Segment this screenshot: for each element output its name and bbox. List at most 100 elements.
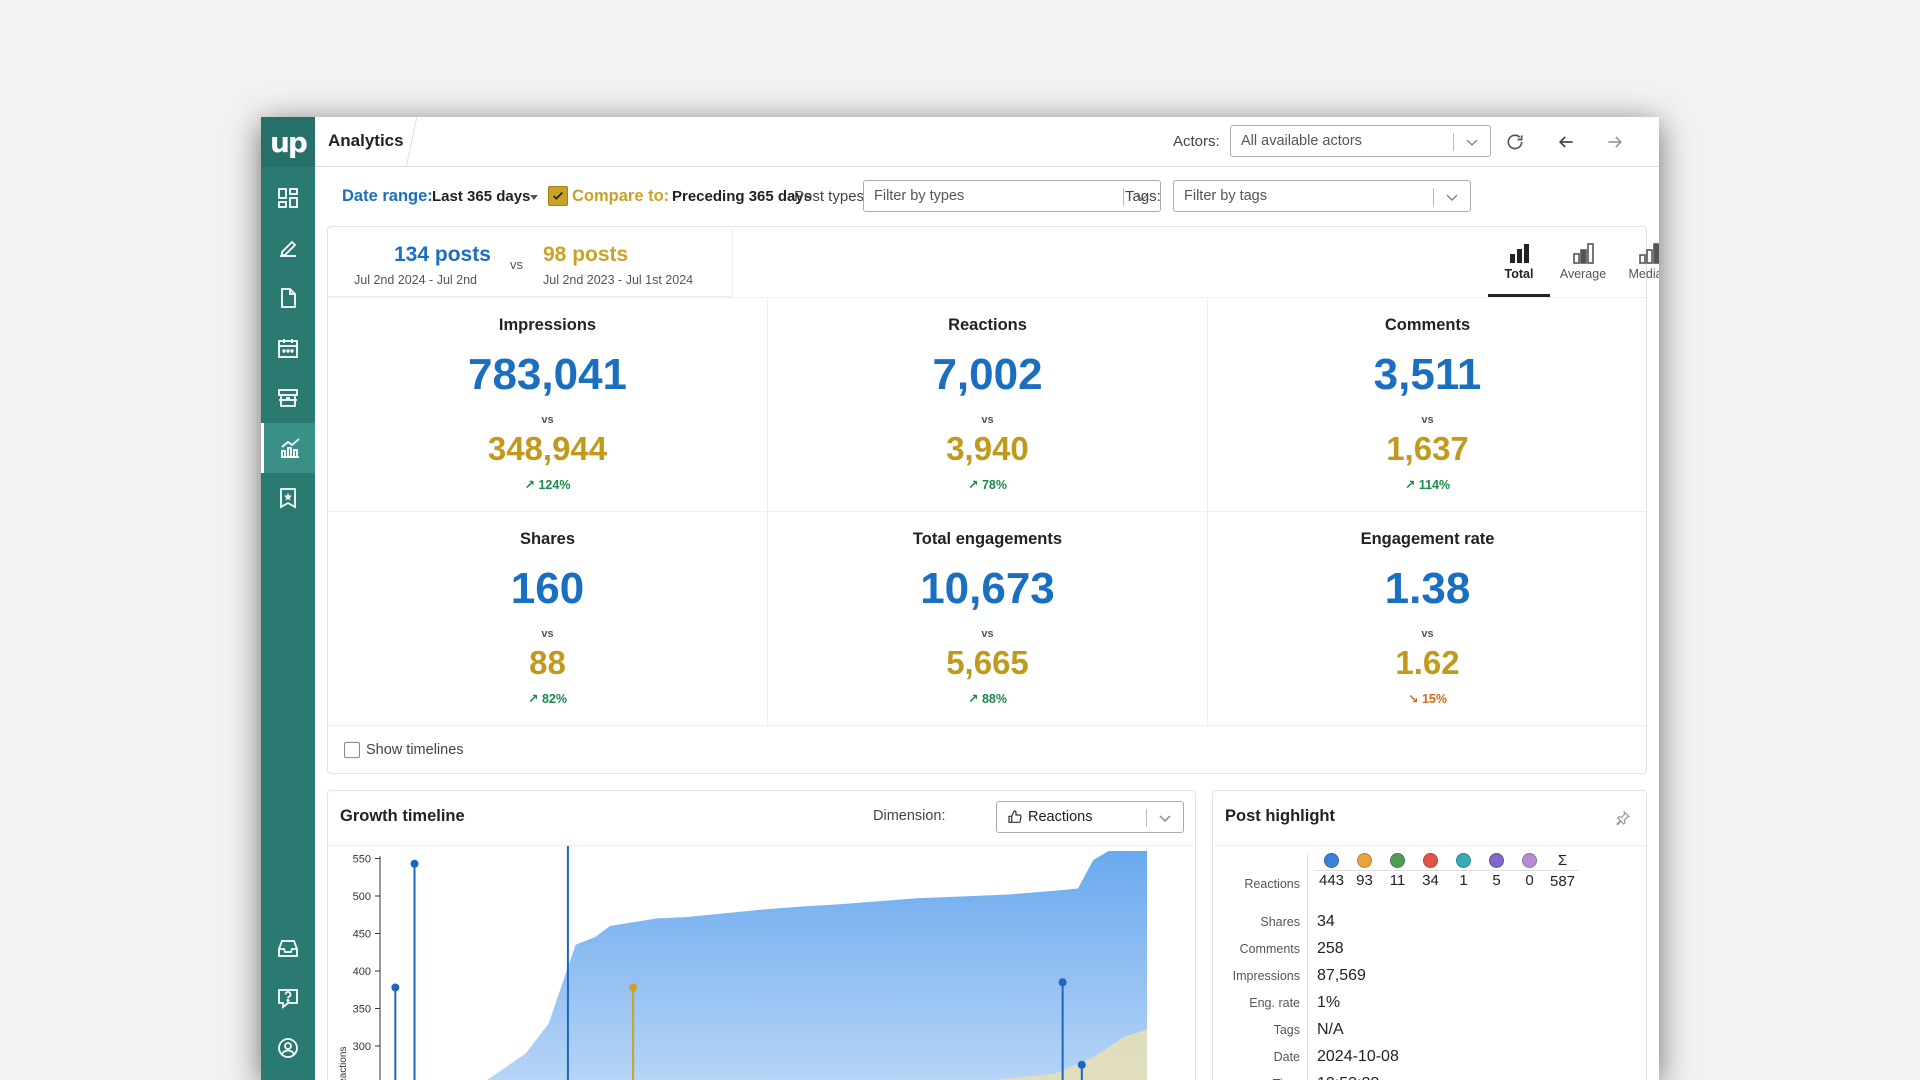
highlight-row-value: 2024-10-08 [1317,1048,1399,1065]
compare-period-value[interactable]: Preceding 365 days [672,188,813,205]
reaction-count: 587 [1549,873,1576,890]
date-range-select[interactable]: Last 365 days [432,188,531,205]
current-posts-count: 134 posts [394,243,491,266]
show-timelines-toggle[interactable]: Show timelines [344,742,464,758]
show-timelines-label: Show timelines [366,742,464,758]
metric-title: Shares [519,530,576,548]
metric-delta: ↗ 78% [768,477,1207,492]
sidebar-item-saved[interactable] [261,473,315,523]
sidebar-item-compose[interactable] [261,223,315,273]
love-reaction-icon [1423,853,1438,868]
reaction-count: 1 [1459,872,1468,889]
y-tick-label: 450 [353,929,371,941]
stem-point [391,983,400,992]
refresh-button[interactable] [1500,127,1530,157]
actors-select[interactable]: All available actors [1230,125,1491,157]
metric-title: Impressions [498,316,597,334]
post-types-label: Post types: [794,188,869,205]
highlight-row-value: N/A [1317,1021,1344,1038]
refresh-icon [1507,134,1523,150]
thumbs-up-icon [1008,810,1022,823]
user-icon [278,1038,298,1058]
tab-total[interactable]: Total [1488,235,1550,297]
tags-placeholder: Filter by tags [1184,188,1267,204]
show-timelines-checkbox[interactable] [344,742,360,758]
area-series [991,1029,1147,1080]
forward-button[interactable] [1600,127,1630,157]
metric-delta-value: 114% [1418,478,1451,492]
metric-previous-value: 348,944 [487,430,608,467]
arrow-right-icon [1608,136,1623,148]
post-types-select[interactable]: Filter by types [863,180,1161,212]
bar-chart-median-icon [1639,243,1659,264]
divider [767,297,768,725]
sidebar-item-inbox[interactable] [261,923,315,973]
previous-posts-count: 98 posts [543,243,629,266]
help-icon [278,989,298,1009]
divider [1207,297,1208,725]
reaction-count: 5 [1492,872,1501,889]
dimension-select[interactable]: Reactions [996,801,1184,833]
trend-up-icon: ↗ [968,478,982,492]
caret-down-icon[interactable] [530,195,538,200]
sidebar-item-calendar[interactable] [261,323,315,373]
reaction-column: 443 [1315,853,1348,889]
sidebar-item-dashboard[interactable] [261,173,315,223]
metric-title: Reactions [948,316,1027,334]
trend-up-icon: ↗ [968,692,982,706]
divider [328,725,1646,726]
metric-title: Total engagements [912,530,1063,548]
sidebar-item-documents[interactable] [261,273,315,323]
growth-chart[interactable]: 250 300 350 400 450 500 550 Reactions [328,846,1197,1080]
date-range-label: Date range: [342,187,433,205]
metric-vs: vs [1421,628,1434,640]
sidebar-item-profile[interactable] [261,1023,315,1073]
reaction-count: 34 [1422,872,1439,889]
metric-delta-value: 88% [981,692,1007,706]
tags-select[interactable]: Filter by tags [1173,180,1471,212]
sidebar-item-analytics[interactable] [261,423,315,473]
bookmark-star-icon [280,488,296,509]
tab-median[interactable]: Median [1618,235,1659,297]
metric-shares: Shares 160 vs 88 ↗ 82% [328,511,767,725]
posts-summary: 134 posts vs 98 posts Jul 2nd 2024 - Jul… [328,227,733,297]
reaction-column: 93 [1348,853,1381,889]
area-series [486,851,1147,1080]
funny-reaction-icon [1522,853,1537,868]
metric-vs: vs [981,628,994,640]
tab-average[interactable]: Average [1552,235,1614,297]
reactions-label: Reactions [1244,877,1300,891]
metric-vs: vs [981,414,994,426]
dashboard-icon [278,188,298,208]
compare-checkbox[interactable] [548,186,568,206]
stem-point [410,859,419,868]
chevron-down-icon [1446,194,1458,202]
bar-chart-average-icon [1573,243,1594,264]
growth-timeline-title: Growth timeline [340,807,465,825]
metric-previous-value: 88 [529,644,566,681]
back-button[interactable] [1551,127,1581,157]
sidebar-item-help[interactable] [261,973,315,1023]
y-tick-label: 400 [353,966,371,978]
pin-icon[interactable] [1615,810,1631,826]
sidebar-item-archive[interactable] [261,373,315,423]
highlight-row-label: Eng. rate [1249,996,1300,1010]
reaction-count: 93 [1356,872,1373,889]
metric-previous-value: 1,637 [1386,430,1469,467]
arrow-left-icon [1558,136,1573,148]
metric-delta: ↘ 15% [1208,691,1647,706]
chevron-down-icon [1159,815,1171,823]
highlight-row-label: Tags [1273,1023,1300,1037]
metric-engagement-rate: Engagement rate 1.38 vs 1.62 ↘ 15% [1208,511,1647,725]
trend-up-icon: ↗ [524,478,539,492]
metric-delta: ↗ 114% [1208,477,1647,492]
app-logo[interactable]: up [261,117,315,167]
curious-reaction-icon [1489,853,1504,868]
compare-to-label[interactable]: Compare to: [572,187,670,205]
metric-delta-value: 82% [541,692,567,706]
reaction-count: 0 [1525,872,1534,889]
previous-date-range: Jul 2nd 2023 - Jul 1st 2024 [543,273,694,287]
sum-icon: Σ [1557,852,1568,869]
divider [1315,870,1579,871]
reaction-column: 0 [1513,853,1546,889]
